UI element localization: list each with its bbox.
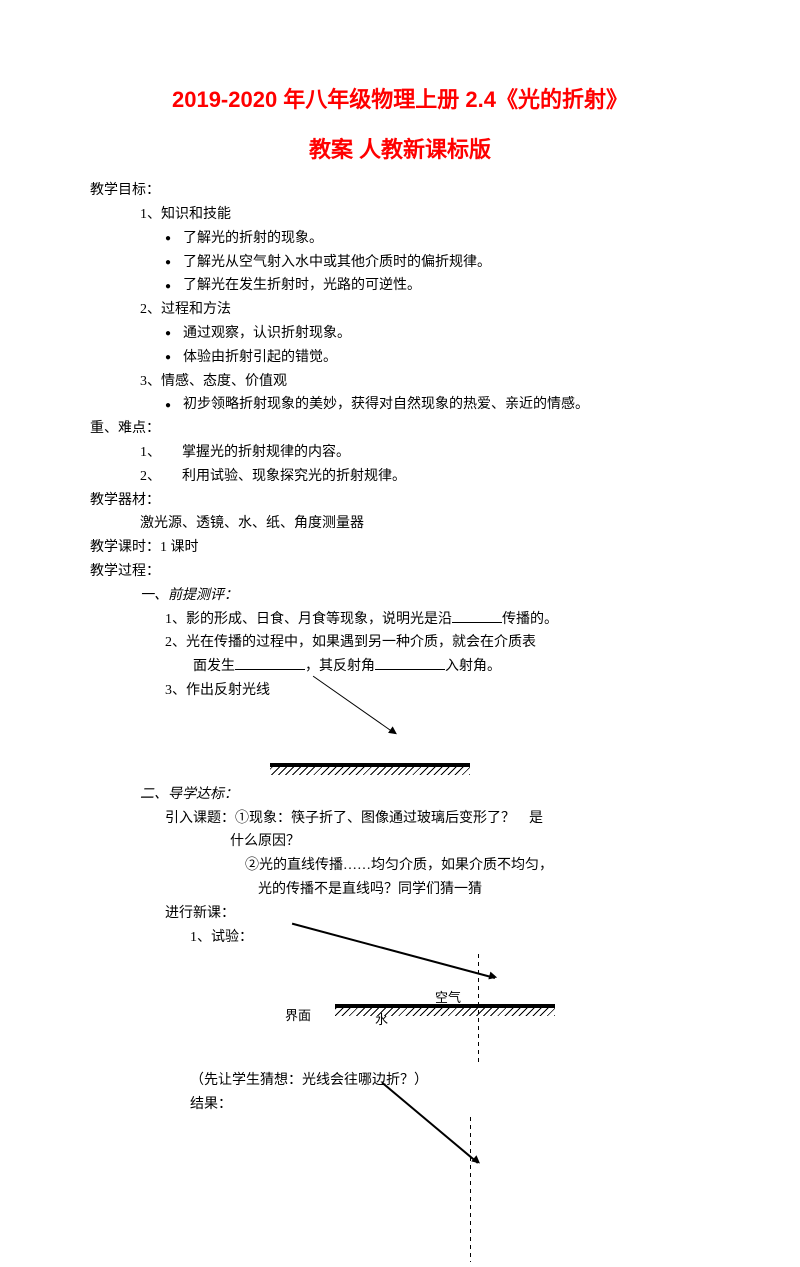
goals-item: 初步领略折射现象的美妙，获得对自然现象的热爱、亲近的情感。: [90, 393, 710, 417]
part1-q1: 1、影的形成、日食、月食等现象，说明光是沿传播的。: [90, 608, 710, 632]
equipment-header: 教学器材：: [90, 489, 710, 513]
part2-exp: 1、试验：: [90, 926, 710, 950]
goals-item: 体验由折射引起的错觉。: [90, 346, 710, 370]
part2-header: 二、导学达标：: [90, 783, 710, 807]
interface-line: [335, 1004, 555, 1008]
goals-sub3: 3、情感、态度、价值观: [90, 370, 710, 394]
duration-header: 教学课时：1 课时: [90, 536, 710, 560]
title-line2: 教案 人教新课标版: [90, 130, 710, 170]
goals-item: 通过观察，认识折射现象。: [90, 322, 710, 346]
goals-item: 了解光从空气射入水中或其他介质时的偏折规律。: [90, 251, 710, 275]
part1-q2: 2、光在传播的过程中，如果遇到另一种介质，就会在介质表: [90, 631, 710, 655]
reflection-diagram: [190, 703, 710, 783]
goals-sub1: 1、知识和技能: [90, 203, 710, 227]
part1-q2-line2: 面发生，其反射角入射角。: [90, 655, 710, 679]
goals-sub2: 2、过程和方法: [90, 298, 710, 322]
refraction-setup-diagram: 空气 界面 水: [190, 949, 710, 1069]
arrow-icon: [488, 972, 498, 982]
arrow-icon: [471, 1155, 482, 1166]
water-label: 水: [375, 1009, 388, 1028]
title-line1: 2019-2020 年八年级物理上册 2.4《光的折射》: [90, 80, 710, 120]
normal-line-3: [470, 1117, 471, 1262]
normal-line: [478, 954, 479, 1064]
keypoint-item: 1、 掌握光的折射规律的内容。: [90, 441, 710, 465]
goals-item: 了解光在发生折射时，光路的可逆性。: [90, 274, 710, 298]
process-header: 教学过程：: [90, 560, 710, 584]
part1-header: 一、前提测评：: [90, 584, 710, 608]
part2-intro: 引入课题：①现象：筷子折了、图像通过玻璃后变形了？ 是: [90, 807, 710, 831]
part2-intro3: ②光的直线传播……均匀介质，如果介质不均匀，: [90, 854, 710, 878]
arrow-icon: [388, 726, 399, 737]
part2-new: 进行新课：: [90, 902, 710, 926]
part1-q3: 3、作出反射光线: [90, 679, 710, 703]
interface-label: 界面: [285, 1005, 311, 1024]
part2-intro4: 光的传播不是直线吗？同学们猜一猜: [90, 878, 710, 902]
goals-header: 教学目标：: [90, 179, 710, 203]
refraction-result-diagram: [190, 1117, 710, 1267]
part2-intro2: 什么原因？: [90, 830, 710, 854]
keypoints-header: 重、难点：: [90, 417, 710, 441]
equipment-content: 激光源、透镜、水、纸、角度测量器: [90, 512, 710, 536]
goals-item: 了解光的折射的现象。: [90, 227, 710, 251]
keypoint-item: 2、 利用试验、现象探究光的折射规律。: [90, 465, 710, 489]
mirror-surface: [270, 763, 470, 767]
part2-guess: （先让学生猜想：光线会往哪边折？）: [90, 1069, 710, 1093]
